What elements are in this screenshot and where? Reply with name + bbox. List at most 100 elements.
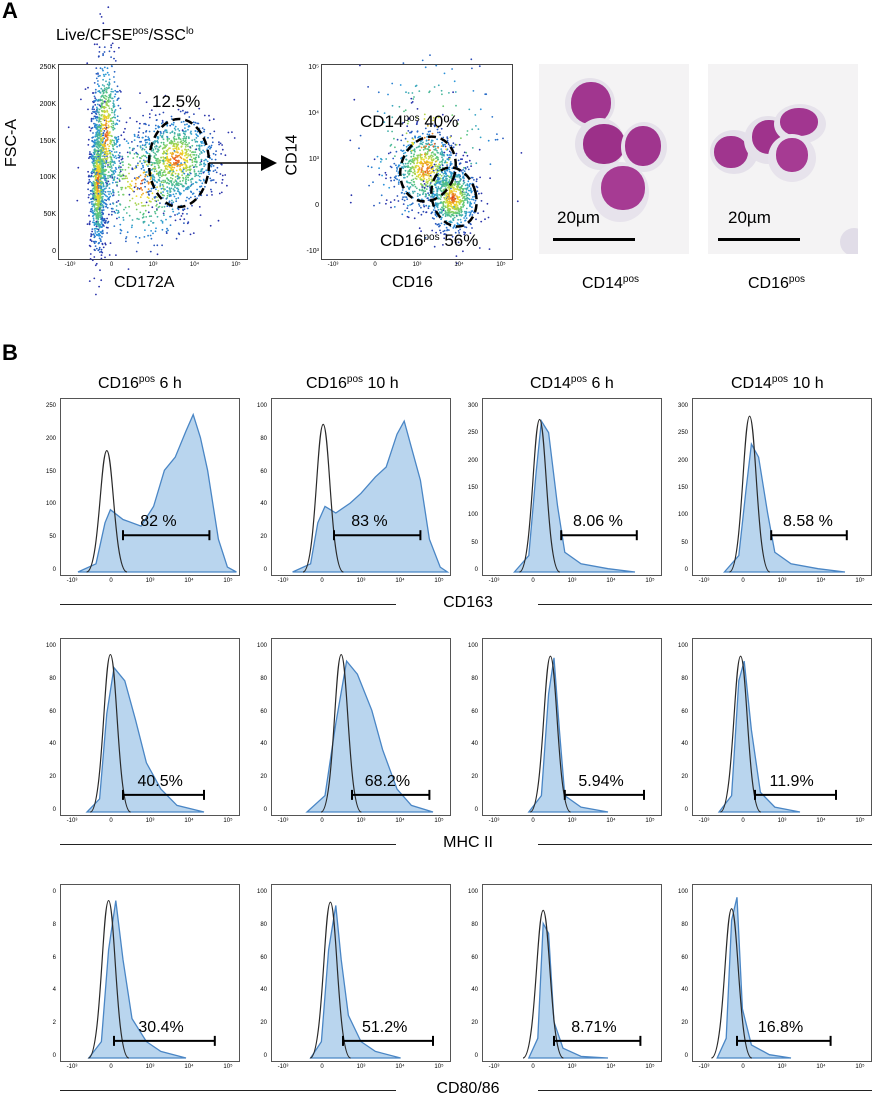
hist-ytick: 0 xyxy=(474,807,478,813)
hist-xtick: 10⁴ xyxy=(184,1064,194,1070)
hist-ytick: 60 xyxy=(471,708,478,715)
scale-label-cd16: 20µm xyxy=(728,208,771,227)
hist-xtick: 10³ xyxy=(145,818,155,824)
hist-ytick: 20 xyxy=(471,774,478,781)
marker-axis-line xyxy=(60,604,396,605)
gate-percent-label: 8.06 % xyxy=(573,513,623,531)
scale-label-cd14: 20µm xyxy=(557,208,600,227)
hist-xtick: 0 xyxy=(741,818,745,824)
hist-xtick: -10³ xyxy=(488,818,500,824)
plot2-ytick: 10⁵ xyxy=(308,64,319,71)
hist-xtick: 10³ xyxy=(145,1064,155,1070)
plot1-xtick: 10³ xyxy=(148,262,158,268)
gate-percent-label: 68.2% xyxy=(364,772,411,790)
panel-b-letter: B xyxy=(2,340,18,365)
marker-axis-line xyxy=(60,844,396,845)
hist-ytick: 80 xyxy=(260,435,267,442)
histogram-mhc-ii-4 xyxy=(692,638,872,816)
plot2-density xyxy=(321,54,523,265)
histogram-cd80-86-3 xyxy=(482,884,662,1062)
hist-ytick: 8 xyxy=(52,921,56,928)
hist-xtick: 10⁵ xyxy=(855,818,865,824)
plot1-xtick: 10⁴ xyxy=(189,262,200,268)
hist-ytick: 150 xyxy=(467,485,478,491)
hist-xtick: 10⁵ xyxy=(434,578,444,584)
hist-xtick: 0 xyxy=(320,1064,324,1070)
hist-xtick: 10³ xyxy=(356,578,366,584)
hist-ytick: 20 xyxy=(681,1020,688,1027)
hist-xtick: 0 xyxy=(531,1064,535,1070)
hist-ytick: 150 xyxy=(677,485,688,491)
hist-ytick: 60 xyxy=(681,708,688,715)
plot1-ylabel: FSC-A xyxy=(3,119,20,167)
hist-ytick: 20 xyxy=(260,774,267,781)
scale-bar-cd14 xyxy=(553,238,635,241)
micrograph-cd14: 20µm xyxy=(539,64,689,254)
plot1-ytick: 200K xyxy=(39,100,56,108)
hist-ytick: 0 xyxy=(52,567,56,573)
micrograph-cd16-label: CD16pos xyxy=(748,274,806,292)
plot1-ytick: 250K xyxy=(39,64,56,71)
plot2-ytick: -10³ xyxy=(306,248,319,255)
hist-xtick: 10⁵ xyxy=(855,1064,865,1070)
hist-ytick: 200 xyxy=(467,457,478,464)
hist-ytick: 4 xyxy=(52,987,56,994)
hist-ytick: 40 xyxy=(49,741,56,748)
hist-xtick: 0 xyxy=(320,818,324,824)
hist-ytick: 60 xyxy=(260,954,267,961)
hist-ytick: 2 xyxy=(52,1020,56,1027)
hist-xtick: -10³ xyxy=(66,1064,78,1070)
hist-xtick: 10⁵ xyxy=(645,818,655,824)
histogram-cd80-86-2 xyxy=(271,884,451,1062)
hist-xtick: 10⁴ xyxy=(184,578,194,584)
histogram-cd163-3 xyxy=(482,398,662,576)
hist-ytick: 6 xyxy=(52,954,56,961)
hist-ytick: 0 xyxy=(52,889,56,895)
hist-ytick: 100 xyxy=(467,889,478,895)
hist-xtick: 0 xyxy=(741,1064,745,1070)
hist-ytick: 0 xyxy=(684,807,688,813)
plot2-ytick: 10³ xyxy=(308,156,319,163)
hist-ytick: 80 xyxy=(49,675,56,682)
hist-ytick: 60 xyxy=(260,708,267,715)
plot2-ytick: 0 xyxy=(315,202,319,209)
hist-ytick: 40 xyxy=(260,987,267,994)
histogram-mhc-ii-2 xyxy=(271,638,451,816)
gate-arrow xyxy=(209,155,277,171)
hist-xtick: 0 xyxy=(109,818,113,824)
hist-xtick: -10³ xyxy=(277,1064,289,1070)
gate-percent-label: 82 % xyxy=(140,513,177,531)
plot2-gate-top-label: CD14pos 40% xyxy=(360,112,459,131)
hist-xtick: 10⁴ xyxy=(606,578,616,584)
hist-xtick: -10³ xyxy=(698,818,710,824)
hist-xtick: -10³ xyxy=(698,578,710,584)
plot2-xtick: 10⁵ xyxy=(496,262,506,268)
hist-ytick: 50 xyxy=(49,534,56,541)
hist-xtick: 10⁴ xyxy=(816,818,826,824)
gate-percent-label: 40.5% xyxy=(137,772,183,790)
hist-xtick: 10⁵ xyxy=(645,578,655,584)
hist-ytick: 60 xyxy=(49,708,56,715)
hist-xtick: -10³ xyxy=(277,818,289,824)
scale-bar-cd16 xyxy=(718,238,800,241)
hist-ytick: 100 xyxy=(256,403,267,409)
hist-ytick: 250 xyxy=(677,430,688,437)
plot1-ytick: 150K xyxy=(39,137,56,145)
hist-xtick: -10³ xyxy=(66,578,78,584)
hist-ytick: 80 xyxy=(681,675,688,682)
hist-ytick: 0 xyxy=(263,1053,267,1059)
hist-ytick: 20 xyxy=(260,534,267,541)
hist-xtick: 10⁴ xyxy=(184,818,194,824)
hist-ytick: 300 xyxy=(677,403,688,409)
hist-xtick: 0 xyxy=(531,818,535,824)
hist-ytick: 80 xyxy=(471,921,478,928)
hist-xtick: 10³ xyxy=(567,818,577,824)
hist-ytick: 200 xyxy=(677,457,688,464)
hist-xtick: 10⁴ xyxy=(395,1064,405,1070)
hist-ytick: 60 xyxy=(681,954,688,961)
column-header: CD14pos 6 h xyxy=(530,374,614,392)
plot1-xlabel: CD172A xyxy=(114,274,175,291)
hist-ytick: 20 xyxy=(49,774,56,781)
hist-xtick: 10³ xyxy=(356,1064,366,1070)
hist-ytick: 0 xyxy=(263,807,267,813)
